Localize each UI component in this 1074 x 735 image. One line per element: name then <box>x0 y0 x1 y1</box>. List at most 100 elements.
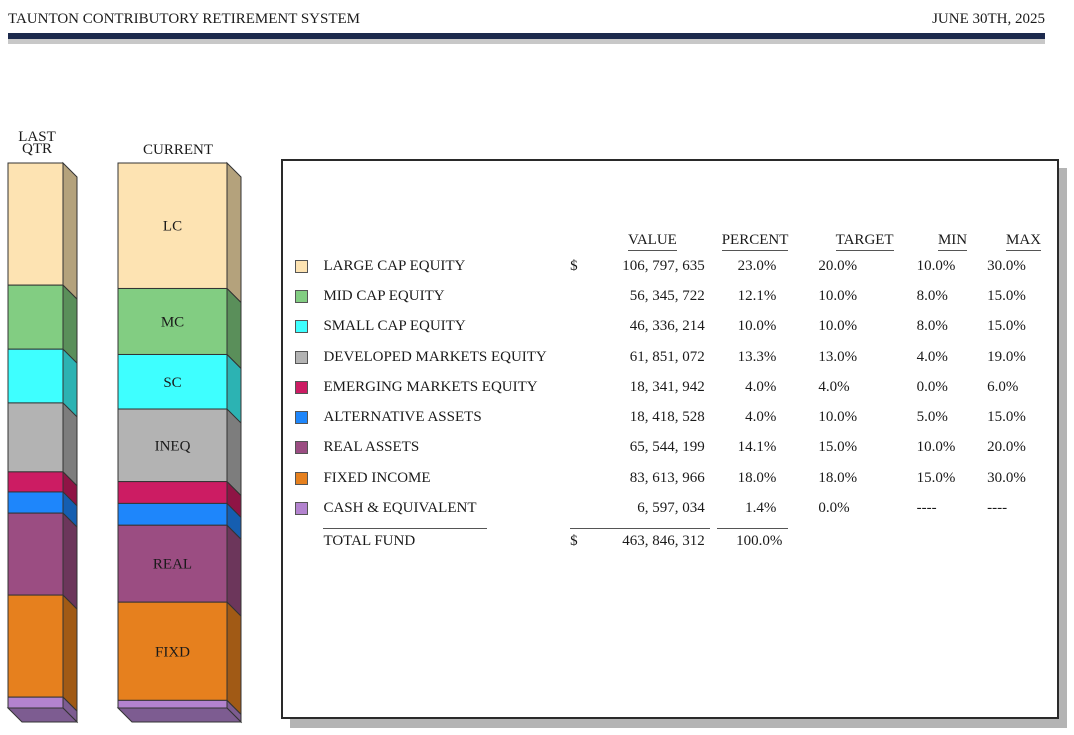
value-amount: 106, 797, 635 <box>622 257 705 274</box>
max-value: 30.0% <box>987 469 1026 486</box>
asset-class-name: LARGE CAP EQUITY <box>323 257 466 274</box>
max-value: 30.0% <box>987 257 1026 274</box>
percent-value: 1.4% <box>745 500 777 517</box>
segment-label-ineq: INEQ <box>155 438 191 454</box>
bar-label-current: CURRENT <box>128 143 228 158</box>
total-percent: 100.0% <box>705 524 789 554</box>
table-row: REAL ASSETS 65, 544, 199 14.1% 15.0% 10.0% 20… <box>291 433 1057 463</box>
total-value-amount: 463, 846, 312 <box>622 532 705 549</box>
max-value: 20.0% <box>987 439 1026 456</box>
target-value: 0.0% <box>818 500 850 517</box>
min-value: ---- <box>916 500 937 517</box>
allocation-table: VALUE PERCENT TARGET MIN MAX LARGE CAP E… <box>291 227 1057 554</box>
bar-bottom-current <box>116 707 243 723</box>
legend-swatch-icon <box>295 380 308 394</box>
table-row: EMERGING MARKETS EQUITY 18, 341, 942 4.0% 4… <box>291 372 1057 402</box>
legend-swatch-cell <box>291 463 323 493</box>
total-spacer <box>985 524 1057 554</box>
value-amount: 61, 851, 072 <box>629 348 705 365</box>
col-header-target: TARGET <box>788 227 894 251</box>
col-header-percent: PERCENT <box>705 227 789 251</box>
total-percent-text: 100.0% <box>716 527 789 550</box>
bar-segment-current-fixd <box>117 601 228 701</box>
bar-label-line: QTR <box>22 141 52 157</box>
min-value: 5.0% <box>916 409 948 426</box>
bar-segment-last_qtr-em <box>7 471 64 493</box>
asset-class-name: DEVELOPED MARKETS EQUITY <box>323 348 547 365</box>
target-value: 20.0% <box>818 257 858 274</box>
target-value: 10.0% <box>818 409 858 426</box>
legend-swatch-cell <box>291 493 323 523</box>
max-value: 15.0% <box>987 287 1026 304</box>
target-value: 4.0% <box>818 378 850 395</box>
legend-swatch-cell <box>291 251 323 281</box>
table-row: ALTERNATIVE ASSETS 18, 418, 528 4.0% 10.0% 5… <box>291 402 1057 432</box>
bar-segment-current-alt <box>117 502 228 526</box>
value-amount: 6, 597, 034 <box>637 500 705 517</box>
legend-swatch-icon <box>295 350 308 364</box>
legend-swatch-icon <box>295 471 308 485</box>
total-row: TOTAL FUND $463, 846, 312 100.0% <box>291 524 1057 554</box>
market-value: 18, 418, 528 <box>570 402 705 432</box>
market-value: 18, 341, 942 <box>570 372 705 402</box>
min-value: 15.0% <box>916 469 956 486</box>
bar-segment-current-mc <box>117 287 228 355</box>
table-row: FIXED INCOME 83, 613, 966 18.0% 18.0% 15.0% 3… <box>291 463 1057 493</box>
legend-swatch-icon <box>295 290 308 303</box>
total-label: TOTAL FUND <box>323 524 570 554</box>
min-value: 8.0% <box>916 287 948 304</box>
min-value: 4.0% <box>916 348 948 365</box>
bar-segment-current-ineq <box>117 408 228 483</box>
legend-swatch-icon <box>295 259 308 273</box>
table-row: CASH & EQUIVALENT 6, 597, 034 1.4% 0.0% ----… <box>291 493 1057 523</box>
legend-swatch-cell <box>291 281 323 311</box>
legend-swatch-icon <box>295 411 308 425</box>
max-value: ---- <box>987 500 1008 517</box>
table-row: SMALL CAP EQUITY 46, 336, 214 10.0% 10.0% 8.… <box>291 312 1057 342</box>
min-value: 0.0% <box>916 378 948 395</box>
allocation-panel: VALUE PERCENT TARGET MIN MAX LARGE CAP E… <box>281 159 1059 719</box>
stacked-bar-chart: LC MC SC INEQ REAL FIXD <box>6 161 243 724</box>
segment-label-mc: MC <box>161 314 184 330</box>
legend-swatch-cell <box>291 312 323 342</box>
bar-side-last_qtr-fixd <box>62 593 78 713</box>
bar-segment-last_qtr-fixd <box>7 594 64 698</box>
bar-side-current-ineq <box>226 407 242 497</box>
target-value: 10.0% <box>818 318 858 335</box>
header-rule-shadow <box>8 39 1045 44</box>
currency-symbol: $ <box>570 257 578 274</box>
value-amount: 18, 418, 528 <box>629 409 705 426</box>
asset-class-name: CASH & EQUIVALENT <box>323 500 477 517</box>
total-value: $463, 846, 312 <box>570 524 710 554</box>
market-value: 65, 544, 199 <box>570 433 705 463</box>
asset-class-name: MID CAP EQUITY <box>323 287 445 304</box>
percent-value: 13.3% <box>737 348 777 365</box>
table-row: LARGE CAP EQUITY $106, 797, 635 23.0% 20.0%… <box>291 251 1057 281</box>
percent-value: 14.1% <box>737 439 777 456</box>
total-spacer <box>788 524 893 554</box>
market-value: 61, 851, 072 <box>570 342 705 372</box>
col-header-max: MAX <box>985 227 1057 251</box>
segment-label-sc: SC <box>163 375 181 391</box>
segment-label-fixd: FIXD <box>155 644 190 660</box>
bar-side-current-lc <box>226 161 242 304</box>
percent-value: 4.0% <box>745 409 777 426</box>
market-value: 83, 613, 966 <box>570 463 705 493</box>
max-value: 6.0% <box>987 378 1019 395</box>
bar-segment-last_qtr-lc <box>7 162 64 286</box>
report-date: JUNE 30TH, 2025 <box>932 11 1045 27</box>
legend-swatch-cell <box>291 372 323 402</box>
bar-segment-last_qtr-ineq <box>7 402 64 473</box>
asset-class-name: ALTERNATIVE ASSETS <box>323 409 482 426</box>
col-header-min: MIN <box>894 227 986 251</box>
bar-segment-last_qtr-cash <box>7 696 64 709</box>
table-row: MID CAP EQUITY 56, 345, 722 12.1% 10.0% 8.0%… <box>291 281 1057 311</box>
legend-swatch-cell <box>291 402 323 432</box>
market-value: 56, 345, 722 <box>570 281 705 311</box>
percent-value: 10.0% <box>737 318 777 335</box>
bar-side-current-fixd <box>226 600 242 716</box>
report-title: TAUNTON CONTRIBUTORY RETIREMENT SYSTEM <box>8 11 361 27</box>
bar-label-last-qtr: LAST QTR <box>14 130 60 157</box>
value-amount: 46, 336, 214 <box>629 318 705 335</box>
table-row: DEVELOPED MARKETS EQUITY 61, 851, 072 13.3… <box>291 342 1057 372</box>
